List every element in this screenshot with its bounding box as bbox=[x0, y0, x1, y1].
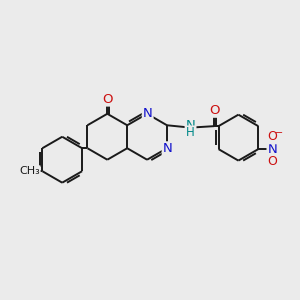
Text: CH₃: CH₃ bbox=[19, 166, 40, 176]
Text: O: O bbox=[102, 93, 112, 106]
Text: H: H bbox=[186, 126, 195, 140]
Text: N: N bbox=[163, 142, 172, 155]
Text: N: N bbox=[186, 119, 195, 132]
Text: N: N bbox=[143, 107, 152, 120]
Text: O: O bbox=[268, 155, 278, 168]
Text: O: O bbox=[268, 130, 278, 143]
Text: N: N bbox=[268, 142, 277, 156]
Text: −: − bbox=[275, 128, 283, 138]
Text: O: O bbox=[209, 104, 220, 117]
